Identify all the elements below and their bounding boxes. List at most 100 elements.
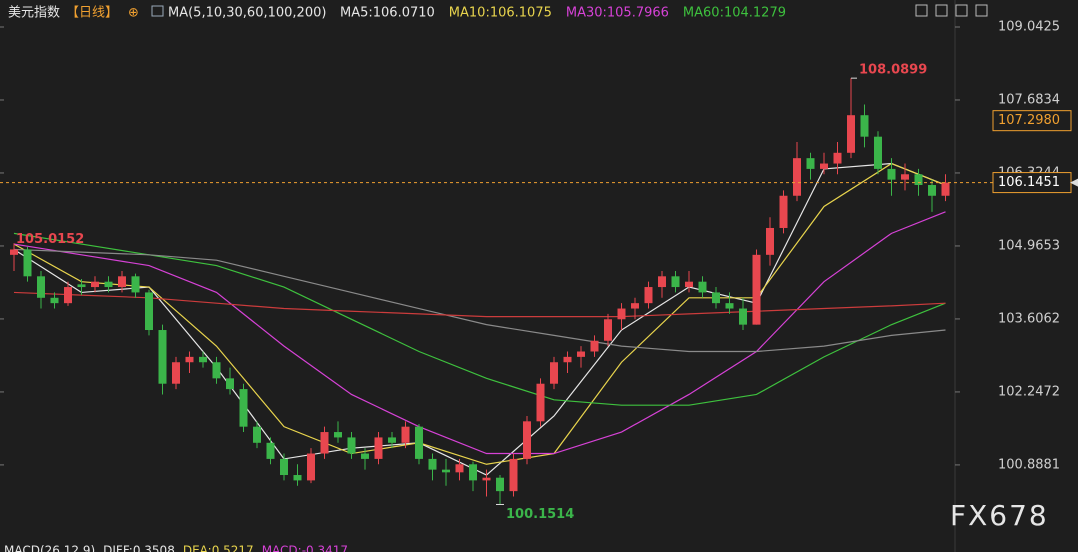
candle-body (482, 477, 491, 481)
macd-legend: DEA:0.5217 (183, 544, 254, 552)
candle-body (847, 115, 855, 153)
candle-body (64, 287, 72, 304)
candle-body (455, 464, 464, 473)
candle-body (212, 362, 221, 379)
candle-body (361, 453, 369, 459)
ma-line (13, 232, 946, 406)
candle-body (185, 356, 194, 363)
price-label: 106.1451 (998, 175, 1060, 190)
high-label-start: 105.0152 (16, 232, 84, 247)
add-icon[interactable]: ⊕ (128, 6, 139, 21)
ma-line (13, 291, 946, 318)
candle-body (725, 303, 734, 309)
candle-body (428, 458, 437, 470)
candle-body (104, 281, 113, 288)
candle-body (37, 276, 45, 298)
candle-body (604, 319, 612, 341)
candle-body (293, 475, 302, 481)
candle-body (199, 356, 207, 363)
y-tick-label: 109.0425 (998, 19, 1060, 34)
candle-body (23, 249, 32, 277)
y-tick-label: 102.2472 (998, 384, 1060, 399)
candle-body (388, 437, 396, 443)
header-icons (151, 4, 988, 17)
candle-body (77, 284, 86, 288)
candle-body (401, 426, 410, 443)
macd-legend: MACD(26,12,9) (4, 544, 95, 552)
candle-body (928, 185, 936, 196)
candle-body (145, 292, 153, 331)
candle-body (739, 308, 747, 325)
candle-body (523, 421, 531, 459)
candle-body (631, 303, 639, 309)
candle-body (334, 432, 342, 438)
macd-legend: DIFF:0.3508 (103, 544, 175, 552)
candle-body (239, 389, 248, 427)
candle-body (671, 276, 680, 288)
candle-body (118, 276, 126, 288)
candle-body (806, 158, 815, 169)
candle-body (874, 136, 882, 169)
candle-body (779, 195, 788, 228)
candle-body (415, 426, 423, 459)
candle-body (766, 227, 774, 255)
candle-body (442, 469, 450, 473)
candle-body (658, 276, 666, 288)
candle-body (941, 182, 950, 196)
low-label: 100.1514 (506, 507, 574, 522)
candle-body (320, 432, 329, 454)
candle-body (833, 152, 842, 164)
indicator-icon (151, 5, 164, 17)
candle-body (91, 281, 99, 288)
high-label: 108.0899 (859, 63, 927, 78)
candle-body (158, 330, 167, 384)
candle-body (307, 453, 315, 481)
candle-body (577, 351, 585, 357)
candle-body (901, 174, 909, 180)
candle-body (820, 163, 828, 169)
candle-body (793, 158, 801, 196)
candle-body (617, 308, 626, 320)
candle-body (752, 254, 761, 325)
candle-body (266, 442, 275, 459)
y-tick-label: 104.9653 (998, 238, 1060, 253)
candle-body (496, 477, 504, 492)
candle-body (172, 362, 180, 384)
candle-body (698, 281, 707, 293)
marker-label: 107.2980 (998, 113, 1060, 128)
candle-body (50, 297, 59, 304)
ma-legend: MA60:104.1279 (683, 6, 786, 21)
candle-body (590, 340, 599, 352)
ma-legend: MA5:106.0710 (340, 6, 435, 21)
ma-title: MA(5,10,30,60,100,200) (168, 6, 326, 21)
candle-body (280, 458, 288, 476)
candle-body (644, 287, 653, 304)
candle-body (226, 378, 234, 390)
macd-legend: MACD:-0.3417 (262, 544, 348, 552)
ma-legend: MA10:106.1075 (449, 6, 552, 21)
candle-body (347, 437, 356, 454)
candle-body (536, 383, 545, 422)
candle-body (563, 356, 572, 363)
ma-line (13, 162, 946, 465)
candle-body (860, 115, 869, 137)
ma-line (13, 211, 946, 455)
candle-body (469, 464, 477, 481)
candle-body (253, 426, 261, 443)
marker-box (992, 110, 1072, 132)
candle-body (374, 437, 383, 459)
ma-line (13, 248, 946, 353)
candle-body (887, 168, 896, 180)
title: 美元指数 (8, 6, 60, 21)
candle-body (914, 174, 923, 186)
y-tick-label: 107.6834 (998, 92, 1060, 107)
candle-body (131, 276, 140, 293)
ma-legend: MA30:105.7966 (566, 6, 669, 21)
y-tick-label: 103.6062 (998, 311, 1060, 326)
candle-body (712, 292, 720, 304)
period: 【日线】 (66, 6, 118, 21)
y-tick-label: 100.8881 (998, 457, 1060, 472)
